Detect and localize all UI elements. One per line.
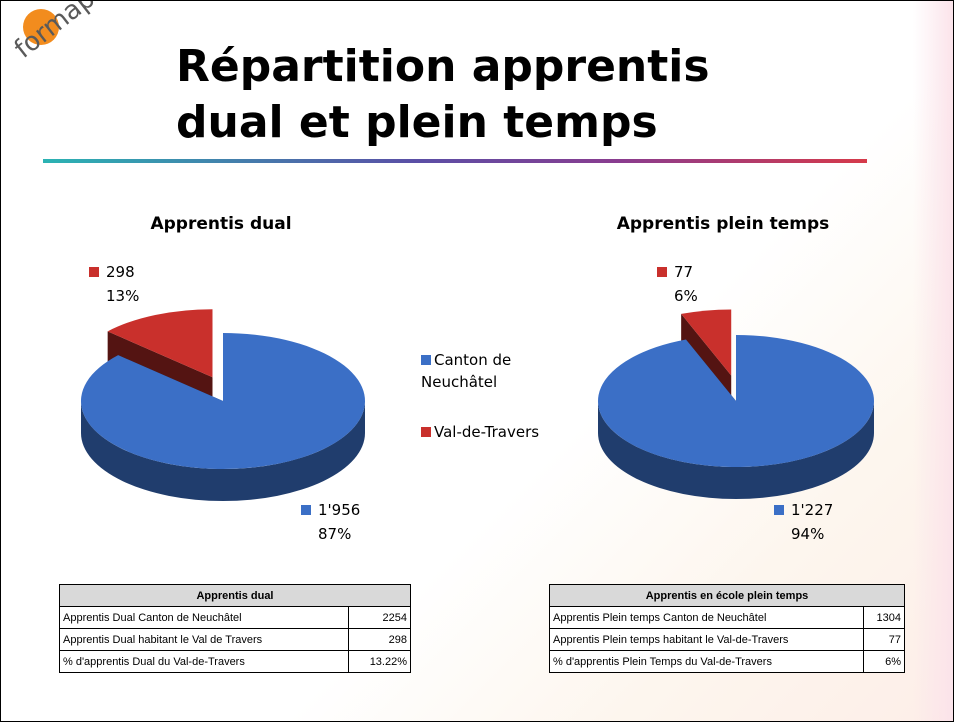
percent-label: 6% — [674, 287, 698, 305]
table-cell: Apprentis Plein temps habitant le Val-de… — [548, 628, 865, 651]
pie-slice-group — [597, 335, 874, 499]
data-table: Apprentis en école plein temps Apprentis … — [548, 584, 905, 673]
logo-icon — [23, 9, 59, 45]
table-cell: 13.22% — [347, 650, 412, 673]
table-cell: Apprentis Dual habitant le Val de Traver… — [59, 628, 349, 651]
slice-side — [81, 401, 365, 501]
legend-item: Val-de-Travers — [421, 421, 541, 443]
label-swatch — [774, 505, 784, 515]
slice-side — [598, 401, 874, 499]
table-cell: Apprentis Dual Canton de Neuchâtel — [59, 606, 349, 629]
table-row: Apprentis Plein temps habitant le Val-de… — [548, 628, 905, 651]
table-row: % d'apprentis Dual du Val-de-Travers 13.2… — [59, 650, 412, 673]
percent-label: 13% — [106, 287, 139, 305]
slide-title: Répartition apprentis dual et plein temp… — [176, 41, 710, 148]
legend-swatch — [421, 355, 431, 365]
table-cell: 6% — [863, 650, 905, 673]
legend-swatch — [421, 427, 431, 437]
table-title: Apprentis dual — [59, 584, 411, 607]
table-cell: 77 — [863, 628, 905, 651]
label-swatch — [301, 505, 311, 515]
table-row: Apprentis Dual habitant le Val de Traver… — [59, 628, 412, 651]
table-row: Apprentis Plein temps Canton de Neuchâte… — [548, 606, 905, 629]
legend-label: Val-de-Travers — [434, 423, 540, 441]
value-label: 1'227 — [791, 501, 833, 519]
pie-slice — [81, 333, 366, 469]
table-title: Apprentis en école plein temps — [549, 584, 905, 607]
title-rule — [43, 159, 867, 163]
table-cell: 2254 — [347, 606, 412, 629]
pie-slice — [597, 335, 874, 467]
table-header-row: Apprentis en école plein temps — [549, 584, 905, 607]
pie-slice — [107, 309, 213, 378]
table-header-row: Apprentis dual — [59, 584, 411, 607]
table-row: Apprentis Dual Canton de Neuchâtel 2254 — [59, 606, 412, 629]
table-row: % d'apprentis Plein Temps du Val-de-Trav… — [548, 650, 905, 673]
table-cell: 1304 — [863, 606, 905, 629]
chart-title: Apprentis plein temps — [617, 214, 830, 234]
percent-label: 94% — [791, 525, 824, 543]
table-cell: Apprentis Plein temps Canton de Neuchâte… — [548, 606, 865, 629]
legend-label: Canton de Neuchâtel — [421, 351, 512, 391]
chart-title: Apprentis dual — [150, 214, 291, 234]
percent-label: 87% — [318, 525, 351, 543]
value-label: 298 — [106, 263, 135, 281]
value-label: 77 — [674, 263, 693, 281]
label-swatch — [89, 267, 99, 277]
table-cell: 298 — [347, 628, 412, 651]
background-stripe — [913, 1, 953, 721]
label-swatch — [657, 267, 667, 277]
data-table: Apprentis dual Apprentis Dual Canton de N… — [59, 584, 412, 673]
table-cell: % d'apprentis Plein Temps du Val-de-Trav… — [548, 650, 865, 673]
pie-slice — [681, 309, 732, 376]
legend-item: Canton de Neuchâtel — [421, 349, 541, 393]
value-label: 1'956 — [318, 501, 360, 519]
table-cell: % d'apprentis Dual du Val-de-Travers — [59, 650, 349, 673]
pie-slice-group — [81, 333, 366, 501]
